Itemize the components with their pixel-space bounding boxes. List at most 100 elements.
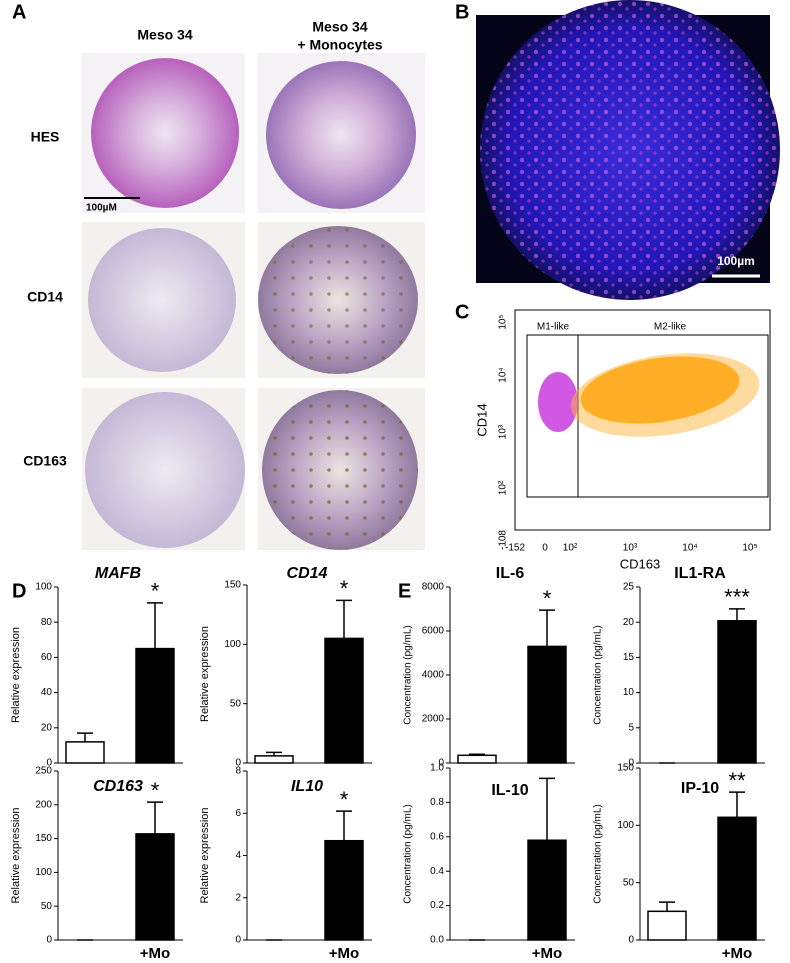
y-tick-label: 0	[438, 758, 444, 769]
column-header: Meso 34	[312, 19, 367, 35]
y-tick-label: 10⁵	[498, 314, 509, 329]
chart-title: IL1-RA	[674, 565, 726, 582]
y-tick-label: 0.0	[430, 935, 444, 946]
y-tick-label: 8	[235, 766, 241, 777]
y-tick-label: 2	[235, 892, 241, 903]
x-tick-label: +Mo	[329, 945, 359, 962]
y-tick-label: 0	[235, 758, 241, 769]
significance-label: *	[151, 778, 160, 803]
y-tick-label: 0	[46, 758, 52, 769]
gate-label: M1-like	[537, 322, 570, 333]
bar	[324, 839, 364, 941]
y-axis-label: Concentration (pg/mL)	[593, 625, 604, 725]
x-tick-label: +Mo	[140, 945, 170, 962]
y-tick-label: 6000	[422, 626, 445, 637]
y-tick-label: 40	[41, 687, 53, 698]
bar	[65, 741, 105, 764]
bar	[527, 645, 567, 764]
significance-label: *	[543, 586, 552, 611]
x-tick-label: 10⁵	[742, 543, 757, 554]
chart-title: CD14	[287, 565, 328, 582]
error-bar	[336, 599, 352, 639]
significance-label: **	[728, 768, 746, 793]
error-bar	[729, 791, 745, 818]
y-tick-label: 150	[617, 763, 634, 774]
y-tick-label: 20	[41, 722, 53, 733]
y-tick-label: 1.0	[430, 763, 444, 774]
y-tick-label: 0	[628, 935, 634, 946]
y-tick-label: 150	[35, 833, 52, 844]
x-tick-label: 10²	[563, 543, 578, 554]
y-tick-label: 15	[623, 652, 635, 663]
error-bar	[147, 801, 163, 834]
y-tick-label: 200	[35, 799, 52, 810]
y-tick-label: 0.2	[430, 900, 444, 911]
y-tick-label: 100	[35, 867, 52, 878]
y-tick-label: 0	[235, 935, 241, 946]
y-axis-label: Concentration (pg/mL)	[403, 804, 414, 904]
y-tick-label: 50	[623, 877, 635, 888]
y-axis-label: Relative expression	[10, 627, 22, 723]
error-bar	[539, 777, 555, 841]
y-tick-label: 0	[46, 935, 52, 946]
error-bar	[77, 732, 93, 742]
histology-tiles	[82, 53, 425, 550]
y-tick-label: 150	[224, 580, 241, 591]
y-axis-label: Relative expression	[199, 808, 211, 904]
y-tick-label: 60	[41, 652, 53, 663]
y-tick-label: 4	[235, 850, 241, 861]
y-tick-label: 0	[628, 758, 634, 769]
row-label: CD14	[27, 289, 63, 305]
y-axis-label: Relative expression	[199, 626, 211, 722]
y-axis-label: Relative expression	[10, 808, 22, 904]
row-label: CD163	[23, 453, 67, 469]
y-tick-label: 8000	[422, 582, 445, 593]
bar	[717, 816, 757, 941]
y-axis-label: Concentration (pg/mL)	[593, 804, 604, 904]
panel-letter: A	[12, 1, 26, 23]
column-header: Meso 34	[137, 27, 192, 43]
bar	[135, 833, 175, 941]
y-tick-label: 100	[224, 639, 241, 650]
y-tick-label: 2000	[422, 714, 445, 725]
y-tick-label: 10⁴	[498, 367, 509, 382]
gate-label: M2-like	[654, 322, 687, 333]
bar	[717, 620, 757, 764]
y-tick-label: 20	[623, 617, 635, 628]
error-bar	[147, 602, 163, 649]
row-label: HES	[31, 129, 60, 145]
y-tick-label: 80	[41, 617, 53, 628]
y-tick-label: 50	[41, 901, 53, 912]
panel-letter: E	[398, 580, 411, 602]
chart-title: IL-6	[496, 565, 525, 582]
error-bar	[539, 609, 555, 647]
y-tick-label: 0.4	[430, 866, 444, 877]
y-tick-label: 50	[230, 698, 242, 709]
x-tick-label: -152	[505, 543, 525, 554]
y-tick-label: -108	[498, 530, 509, 550]
column-header: + Monocytes	[297, 37, 382, 53]
y-tick-label: 25	[623, 582, 635, 593]
bar	[135, 647, 175, 764]
error-bar	[336, 810, 352, 841]
x-tick-label: +Mo	[722, 945, 752, 962]
x-tick-label: 10³	[623, 543, 638, 554]
x-tick-label: 10⁴	[682, 543, 697, 554]
error-bar	[729, 608, 745, 621]
chart-title: MAFB	[95, 565, 141, 582]
error-bar	[266, 751, 282, 756]
panel-letter: D	[12, 580, 26, 602]
scale-bar-label: 100µM	[86, 203, 117, 214]
bar	[457, 754, 497, 764]
axis-label: CD163	[620, 556, 660, 571]
chart-title: IP-10	[681, 780, 719, 797]
y-axis-label: Concentration (pg/mL)	[403, 625, 414, 725]
y-tick-label: 5	[628, 722, 634, 733]
y-tick-label: 6	[235, 808, 241, 819]
y-tick-label: 250	[35, 766, 52, 777]
y-tick-label: 4000	[422, 670, 445, 681]
chart-title: CD163	[93, 778, 143, 795]
y-tick-label: 10³	[498, 424, 509, 439]
bar	[324, 637, 364, 764]
